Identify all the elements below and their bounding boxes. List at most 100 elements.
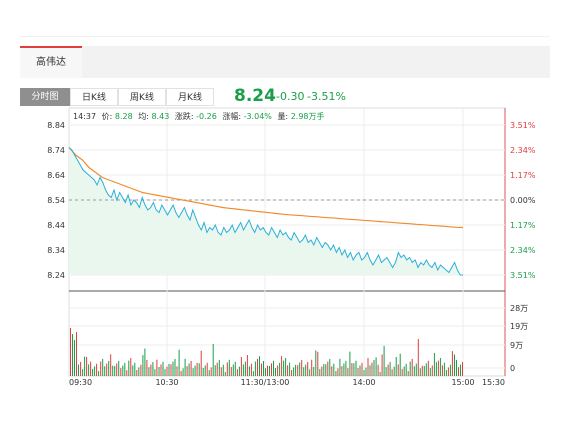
volume-bar bbox=[130, 358, 132, 376]
volume-bar bbox=[415, 363, 417, 376]
volume-bar bbox=[373, 360, 375, 376]
volume-bar bbox=[321, 366, 323, 376]
info-vol: 2.98万手 bbox=[291, 111, 325, 121]
volume-bar bbox=[355, 360, 357, 376]
volume-bar bbox=[194, 365, 196, 376]
volume-bar bbox=[238, 366, 240, 376]
info-avg: 8.43 bbox=[151, 112, 169, 121]
stock-tab[interactable]: 高伟达 bbox=[20, 46, 82, 78]
volume-bar bbox=[333, 363, 335, 376]
volume-bar bbox=[315, 350, 317, 376]
volume-bar bbox=[112, 365, 114, 376]
y-axis-right: 3.51% 2.34% 1.17% 0.00% 1.17% 2.34% 3.51% bbox=[510, 121, 536, 280]
volume-bar bbox=[389, 361, 391, 376]
volume-bar bbox=[319, 369, 321, 376]
tab-daily-k[interactable]: 日K线 bbox=[70, 88, 118, 106]
volume-bar bbox=[273, 360, 274, 376]
top-divider bbox=[20, 36, 550, 37]
volume-bar bbox=[128, 360, 130, 376]
volume-bar bbox=[114, 366, 116, 376]
tab-monthly-k[interactable]: 月K线 bbox=[166, 88, 214, 106]
volume-bar bbox=[100, 361, 102, 376]
x-axis: 09:30 10:30 11:30/13:00 14:00 15:00 15:30 bbox=[69, 378, 505, 387]
current-price: 8.24 bbox=[234, 86, 276, 106]
volume-bar bbox=[202, 368, 204, 376]
y-tick-label: 8.74 bbox=[47, 146, 65, 155]
volume-bar bbox=[281, 356, 283, 376]
volume-bar bbox=[116, 363, 118, 376]
volume-bar bbox=[178, 349, 180, 376]
volume-bar bbox=[349, 351, 351, 376]
volume-bar bbox=[248, 366, 250, 376]
volume-bar bbox=[180, 371, 182, 376]
volume-bar bbox=[252, 371, 254, 376]
x-tick-label: 10:30 bbox=[155, 378, 178, 387]
stock-tab-bar: 高伟达 bbox=[20, 46, 550, 78]
volume-bar bbox=[347, 368, 349, 376]
volume-bar bbox=[120, 368, 122, 376]
volume-bar bbox=[198, 363, 200, 376]
volume-bar bbox=[299, 362, 301, 376]
volume-bar bbox=[460, 364, 461, 376]
volume-bar bbox=[230, 367, 232, 376]
volume-bar bbox=[106, 363, 108, 376]
volume-bar bbox=[329, 359, 331, 376]
volume-bar bbox=[325, 364, 327, 376]
volume-bar bbox=[365, 367, 367, 376]
volume-bar bbox=[433, 352, 435, 376]
volume-bar bbox=[383, 345, 385, 376]
volume-bar bbox=[254, 361, 256, 376]
volume-bar bbox=[263, 361, 264, 376]
tab-weekly-k[interactable]: 周K线 bbox=[118, 88, 166, 106]
volume-bar bbox=[156, 359, 158, 376]
volume-bar bbox=[126, 370, 128, 376]
volume-bar bbox=[351, 363, 353, 376]
volume-bar bbox=[454, 354, 455, 376]
volume-bar bbox=[399, 353, 401, 376]
volume-bar bbox=[244, 361, 246, 376]
volume-bar bbox=[86, 357, 88, 376]
volume-bar bbox=[102, 358, 104, 376]
volume-bar bbox=[447, 367, 449, 376]
volume-bar bbox=[146, 359, 148, 376]
tab-intraday[interactable]: 分时图 bbox=[20, 88, 70, 106]
info-pct: -3.04% bbox=[244, 112, 273, 121]
volume-bar bbox=[196, 363, 198, 376]
volume-bar bbox=[226, 362, 228, 376]
volume-bar bbox=[82, 369, 84, 376]
volume-bar bbox=[138, 367, 140, 376]
volume-bar bbox=[200, 350, 202, 376]
vol-tick-label: 28万 bbox=[510, 304, 528, 313]
volume-bar bbox=[357, 368, 359, 376]
volume-bar bbox=[240, 357, 242, 376]
volume-bar bbox=[397, 364, 399, 376]
volume-bar bbox=[72, 334, 73, 376]
volume-bar bbox=[74, 340, 75, 376]
volume-bar bbox=[257, 358, 258, 376]
volume-bar bbox=[303, 367, 305, 376]
volume-bar bbox=[150, 364, 152, 376]
volume-bar bbox=[289, 362, 291, 376]
volume-bar bbox=[144, 348, 146, 376]
volume-bar bbox=[250, 363, 252, 376]
y-tick-label: 8.84 bbox=[47, 121, 65, 130]
volume-bar bbox=[108, 361, 110, 376]
volume-bar bbox=[391, 369, 393, 376]
volume-bar bbox=[124, 362, 126, 376]
volume-bar bbox=[367, 357, 369, 376]
volume-bar bbox=[305, 364, 307, 376]
volume-bar bbox=[413, 366, 415, 376]
volume-bar bbox=[419, 368, 421, 376]
volume-bar bbox=[208, 370, 210, 376]
y-tick-label: 8.24 bbox=[47, 271, 65, 280]
volume-bar bbox=[375, 357, 377, 376]
info-pct-label: 涨幅: bbox=[222, 111, 241, 121]
y-right-tick-label: 3.51% bbox=[510, 271, 536, 280]
volume-bar bbox=[190, 360, 192, 376]
volume-bar bbox=[142, 355, 144, 376]
y-tick-label: 8.34 bbox=[47, 246, 65, 255]
volume-bar bbox=[261, 363, 262, 376]
volume-bar bbox=[327, 361, 329, 376]
volume-bar bbox=[425, 363, 427, 376]
x-tick-label: 15:00 bbox=[451, 378, 474, 387]
